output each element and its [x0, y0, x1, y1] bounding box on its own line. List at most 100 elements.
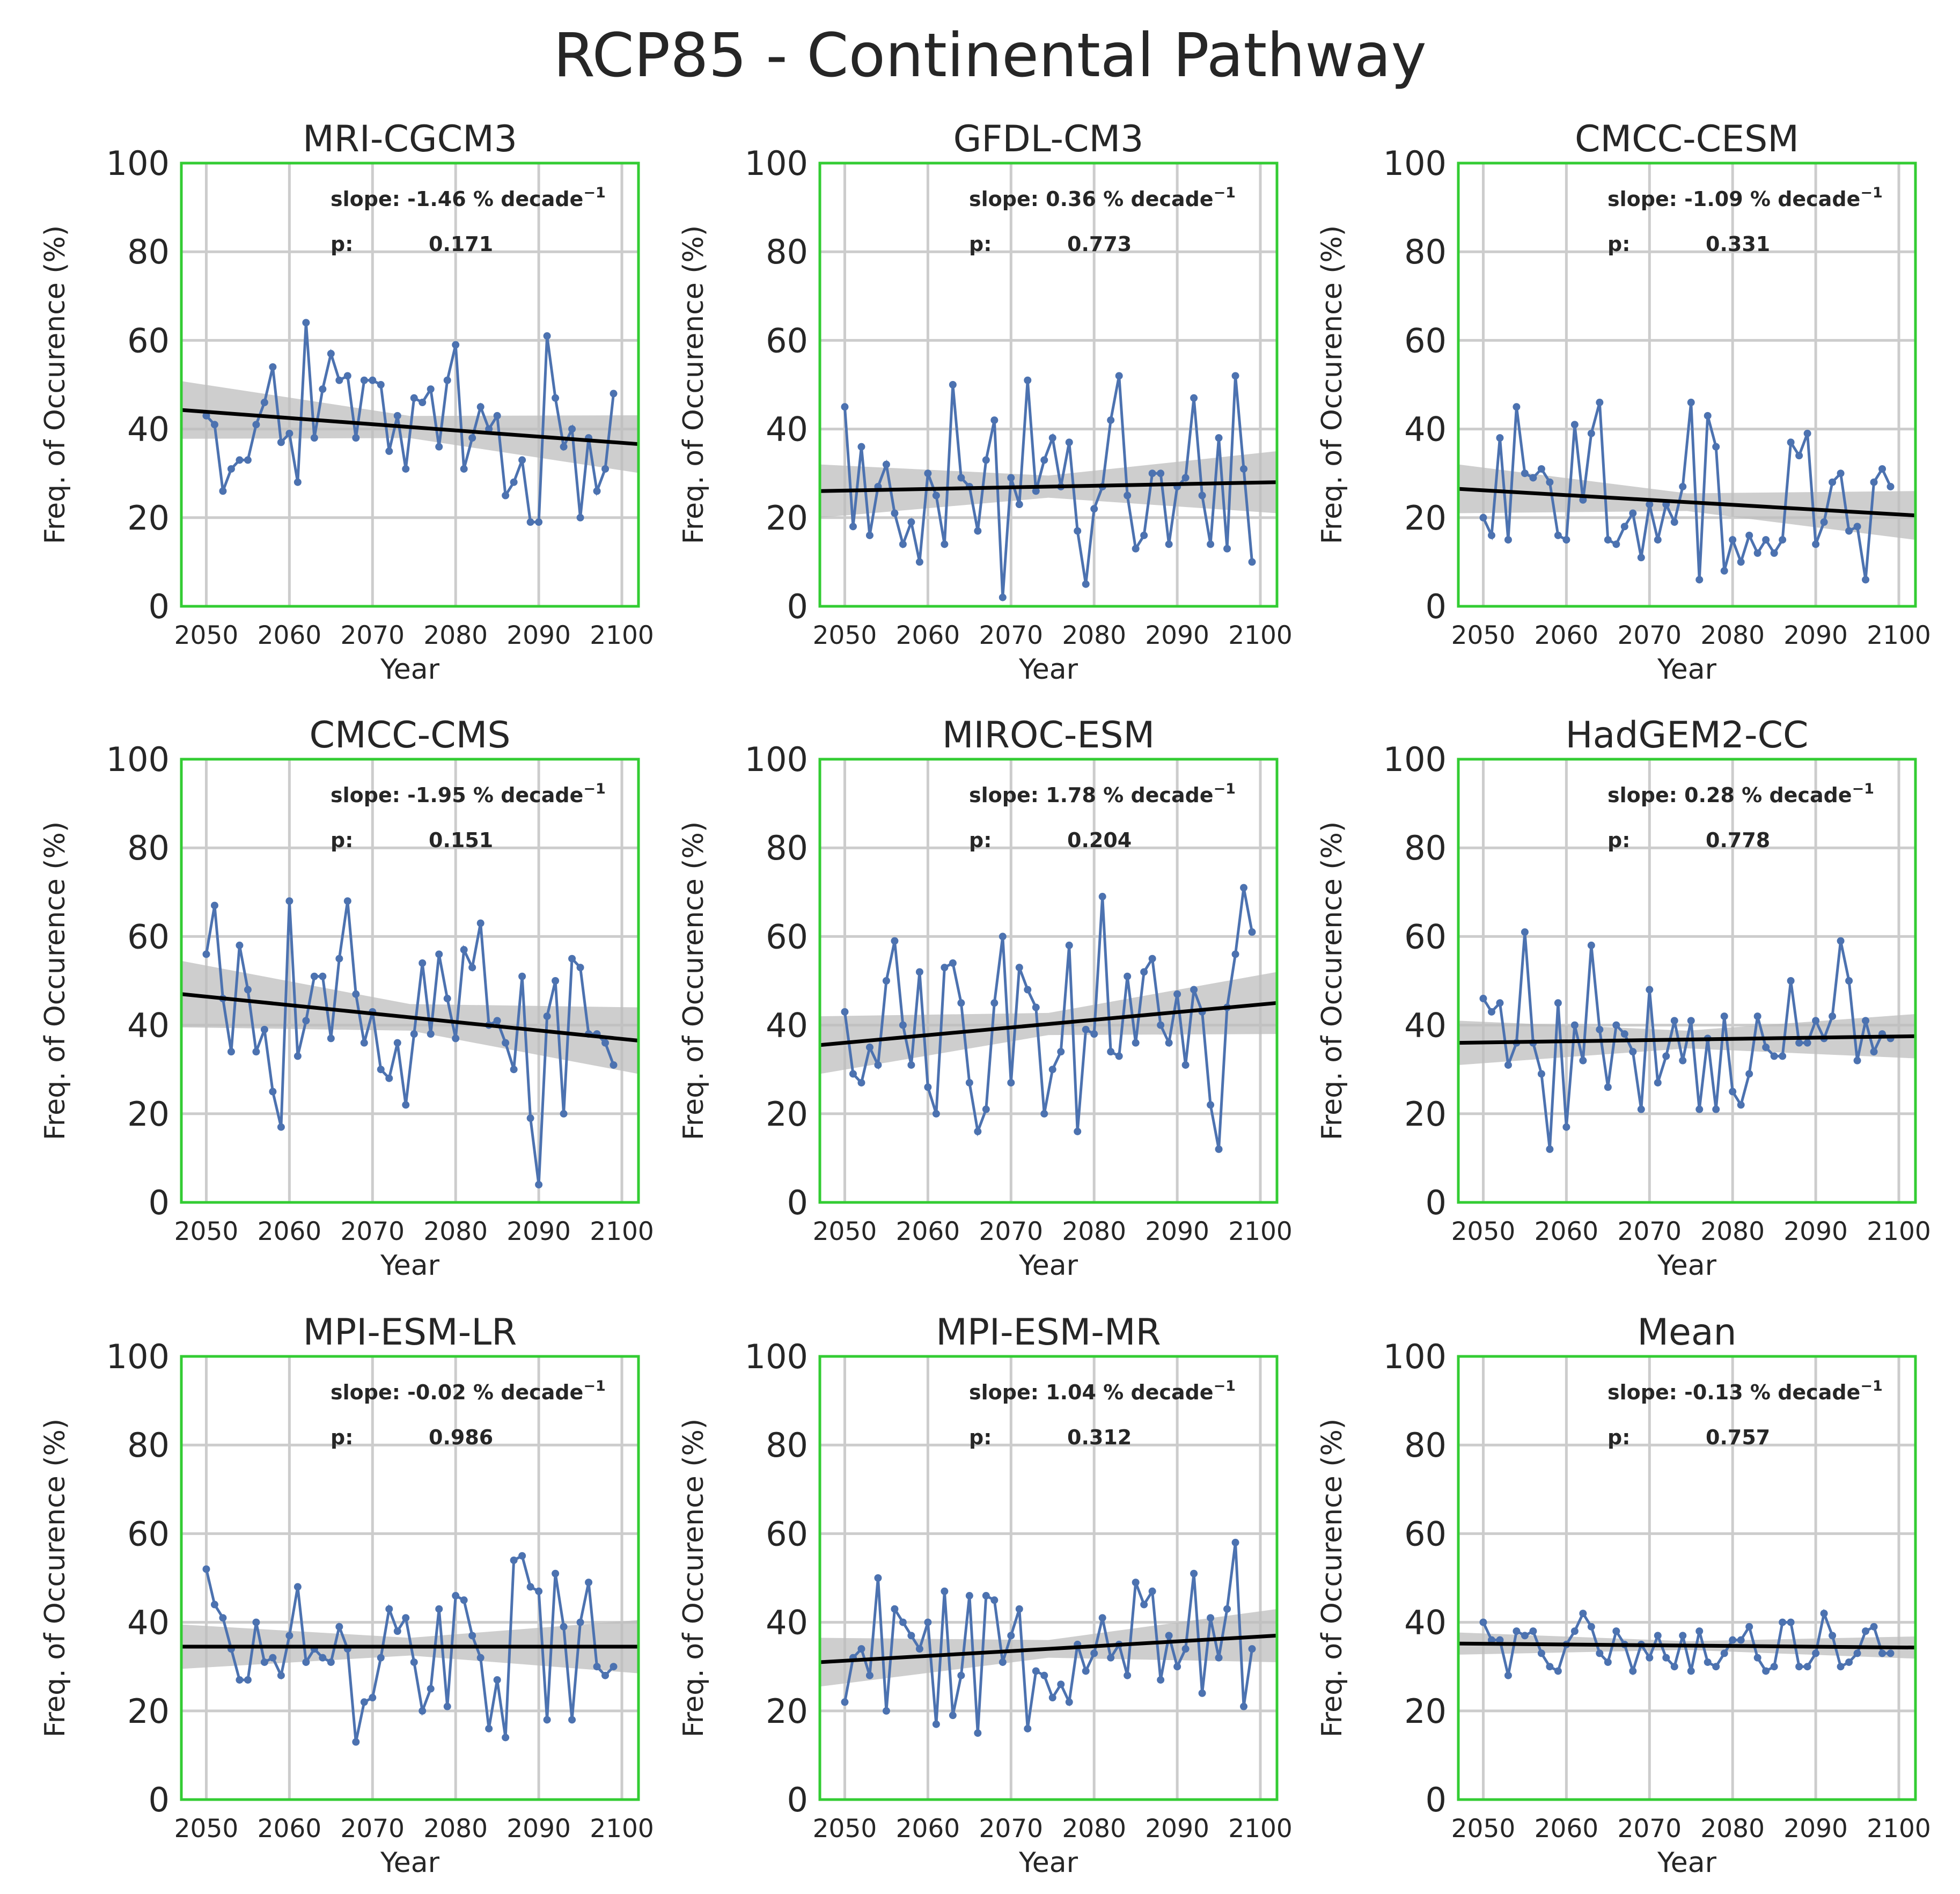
data-point	[526, 1583, 534, 1591]
data-point	[1240, 465, 1248, 473]
data-point	[1803, 429, 1811, 437]
data-point	[460, 465, 468, 473]
data-point	[568, 425, 576, 433]
data-point	[1862, 1017, 1870, 1025]
x-tick-label: 2050	[813, 1814, 877, 1844]
data-point	[1090, 1030, 1098, 1038]
data-point	[510, 1556, 518, 1564]
data-point	[1248, 928, 1256, 936]
y-tick-label: 100	[745, 144, 808, 183]
data-point	[1570, 1021, 1579, 1029]
data-point	[560, 443, 568, 451]
data-point	[1082, 1667, 1090, 1675]
data-point	[601, 465, 610, 473]
data-point	[1795, 452, 1803, 460]
data-point	[1803, 1663, 1811, 1671]
data-point	[543, 1012, 551, 1021]
panel-title: HadGEM2-CC	[1565, 714, 1808, 757]
x-tick-label: 2090	[506, 1814, 571, 1844]
data-point	[1207, 1101, 1215, 1109]
data-point	[1779, 1618, 1787, 1626]
data-point	[949, 959, 957, 967]
data-point	[335, 955, 343, 963]
data-point	[1853, 1649, 1861, 1657]
y-tick-label: 20	[1404, 498, 1447, 538]
y-axis-label: Freq. of Occurence (%)	[39, 225, 71, 544]
data-point	[974, 527, 982, 535]
axes-frame	[818, 1355, 1279, 1801]
data-point	[915, 968, 923, 976]
data-point	[1124, 491, 1132, 500]
data-point	[1770, 1052, 1778, 1060]
p-label: p:	[1607, 828, 1630, 852]
data-point	[1803, 1039, 1811, 1047]
subplot-hadgem2-cc: 0 20 40 60 80 100 2050 2060 2070 2080 2090 2100 Year…	[1316, 714, 1931, 1282]
data-point	[1132, 1579, 1140, 1587]
data-point	[974, 1127, 982, 1135]
x-tick-label: 2090	[1783, 621, 1848, 650]
slope-exponent: −1	[583, 185, 605, 201]
data-point	[1115, 1052, 1123, 1060]
x-tick-label: 2060	[1535, 621, 1599, 650]
slope-exponent: −1	[583, 781, 605, 797]
data-point	[1007, 474, 1015, 482]
data-point	[568, 1716, 576, 1724]
y-tick-label: 80	[766, 232, 808, 271]
x-tick-label: 2050	[174, 1217, 239, 1246]
y-tick-label: 80	[766, 828, 808, 868]
y-tick-label: 20	[127, 498, 170, 538]
data-point	[1148, 955, 1156, 963]
data-point	[435, 1605, 443, 1613]
data-point	[285, 429, 293, 437]
axes-frame	[180, 161, 640, 608]
data-point	[219, 1614, 227, 1622]
data-point	[585, 1579, 593, 1587]
data-point	[1554, 1667, 1562, 1675]
data-point	[1587, 429, 1595, 437]
data-point	[252, 1618, 260, 1626]
data-point	[452, 341, 460, 349]
data-point	[1737, 558, 1745, 566]
data-point	[1529, 1627, 1537, 1635]
trend-line	[1458, 1641, 1916, 1650]
subplot-cmcc-cms: 0 20 40 60 80 100 2050 2060 2070 2080 2090 2100 Year…	[39, 714, 654, 1282]
data-point	[1487, 531, 1495, 539]
y-tick-label: 100	[106, 144, 170, 183]
x-tick-label: 2070	[1617, 1814, 1682, 1844]
data-point	[1820, 518, 1828, 526]
data-point	[476, 403, 485, 411]
data-point	[610, 1663, 618, 1671]
subplot-gfdl-cm3: 0 20 40 60 80 100 2050 2060 2070 2080 2090 2100 Year…	[678, 118, 1293, 686]
y-tick-label: 20	[127, 1095, 170, 1134]
data-point	[427, 1030, 435, 1038]
data-point	[874, 1061, 882, 1069]
data-point	[915, 1645, 923, 1653]
data-point	[327, 350, 335, 358]
data-point	[999, 933, 1007, 941]
data-point	[924, 469, 932, 478]
data-point	[865, 1043, 873, 1051]
data-point	[1521, 1632, 1529, 1640]
data-point	[1629, 1667, 1637, 1675]
data-point	[319, 1654, 327, 1662]
subplot-mpi-esm-mr: 0 20 40 60 80 100 2050 2060 2070 2080 2090 2100 Year…	[678, 1311, 1293, 1879]
data-point	[1729, 1636, 1737, 1644]
data-point	[1090, 1649, 1098, 1657]
data-point	[244, 986, 252, 994]
data-point	[1048, 1694, 1056, 1702]
y-tick-label: 40	[127, 1603, 170, 1642]
y-tick-label: 80	[1404, 828, 1447, 868]
data-point	[476, 919, 485, 927]
data-point	[1579, 1056, 1587, 1065]
data-point	[593, 487, 601, 495]
data-point	[385, 447, 393, 455]
data-point	[552, 394, 560, 402]
data-point	[310, 972, 318, 980]
p-label: p:	[1607, 232, 1630, 256]
x-tick-label: 2070	[1617, 1217, 1682, 1246]
y-tick-label: 20	[766, 1095, 808, 1134]
data-point	[1745, 1623, 1753, 1631]
data-point	[1829, 1012, 1837, 1021]
data-point	[302, 1658, 310, 1666]
data-point	[957, 999, 965, 1007]
